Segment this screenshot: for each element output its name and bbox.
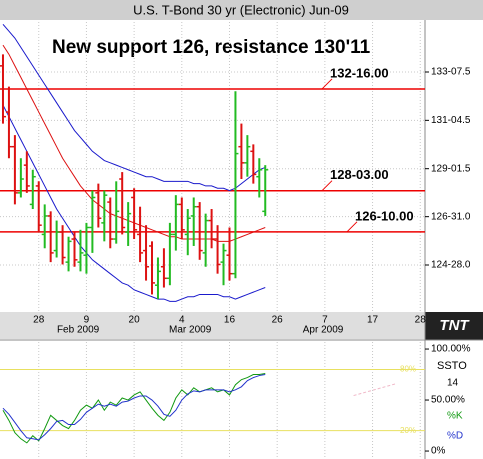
x-tick-label: 28 (33, 315, 45, 326)
month-label: Apr 2009 (303, 325, 344, 336)
indicator-line (2, 373, 266, 444)
level-pointer (346, 221, 358, 233)
y-tick-label: 124-28.0 (431, 260, 471, 271)
indicator-name: SSTO (437, 360, 467, 372)
y-tick-label: 133-07.5 (431, 67, 471, 78)
logo: TNT (439, 317, 470, 334)
x-tick-label: 26 (272, 315, 284, 326)
x-tick-label: 7 (322, 315, 328, 326)
y-tick-label: 126-31.0 (431, 211, 471, 222)
level-pointer (321, 78, 333, 90)
indicator-period: 14 (447, 378, 459, 389)
level-label: 126-10.00 (355, 208, 414, 223)
x-tick-label: 16 (224, 315, 236, 326)
logo-box (425, 312, 483, 340)
level-pointer (321, 180, 333, 192)
indicator-line (2, 23, 266, 192)
x-tick-label: 4 (179, 315, 185, 326)
level-label: 20% (400, 426, 416, 435)
month-label: Feb 2009 (57, 325, 100, 336)
x-tick-label: 17 (367, 315, 379, 326)
y-tick-label: 129-01.5 (431, 163, 471, 174)
title-bar (0, 0, 483, 20)
x-axis-band (0, 312, 425, 339)
level-label: 80% (400, 365, 416, 374)
y-tick-label: 100.00% (431, 344, 471, 355)
y-tick-label: 131-04.5 (431, 115, 471, 126)
indicator-line (2, 374, 266, 441)
trend-arrow (351, 383, 396, 397)
month-label: Mar 2009 (169, 325, 212, 336)
y-tick-label: 0% (431, 446, 446, 457)
level-label: 128-03.00 (330, 167, 389, 182)
x-tick-label: 9 (84, 315, 90, 326)
indicator-line (2, 104, 266, 302)
y-tick-label: 50.00% (431, 395, 465, 406)
annotation: New support 126, resistance 130'11 (52, 37, 371, 58)
x-tick-label: 20 (129, 315, 141, 326)
chart-title: U.S. T-Bond 30 yr (Electronic) Jun-09 (133, 2, 349, 17)
x-tick-label: 28 (415, 315, 427, 326)
legend-entry: %K (447, 411, 463, 422)
legend-entry: %D (447, 431, 463, 442)
level-label: 132-16.00 (330, 65, 389, 80)
